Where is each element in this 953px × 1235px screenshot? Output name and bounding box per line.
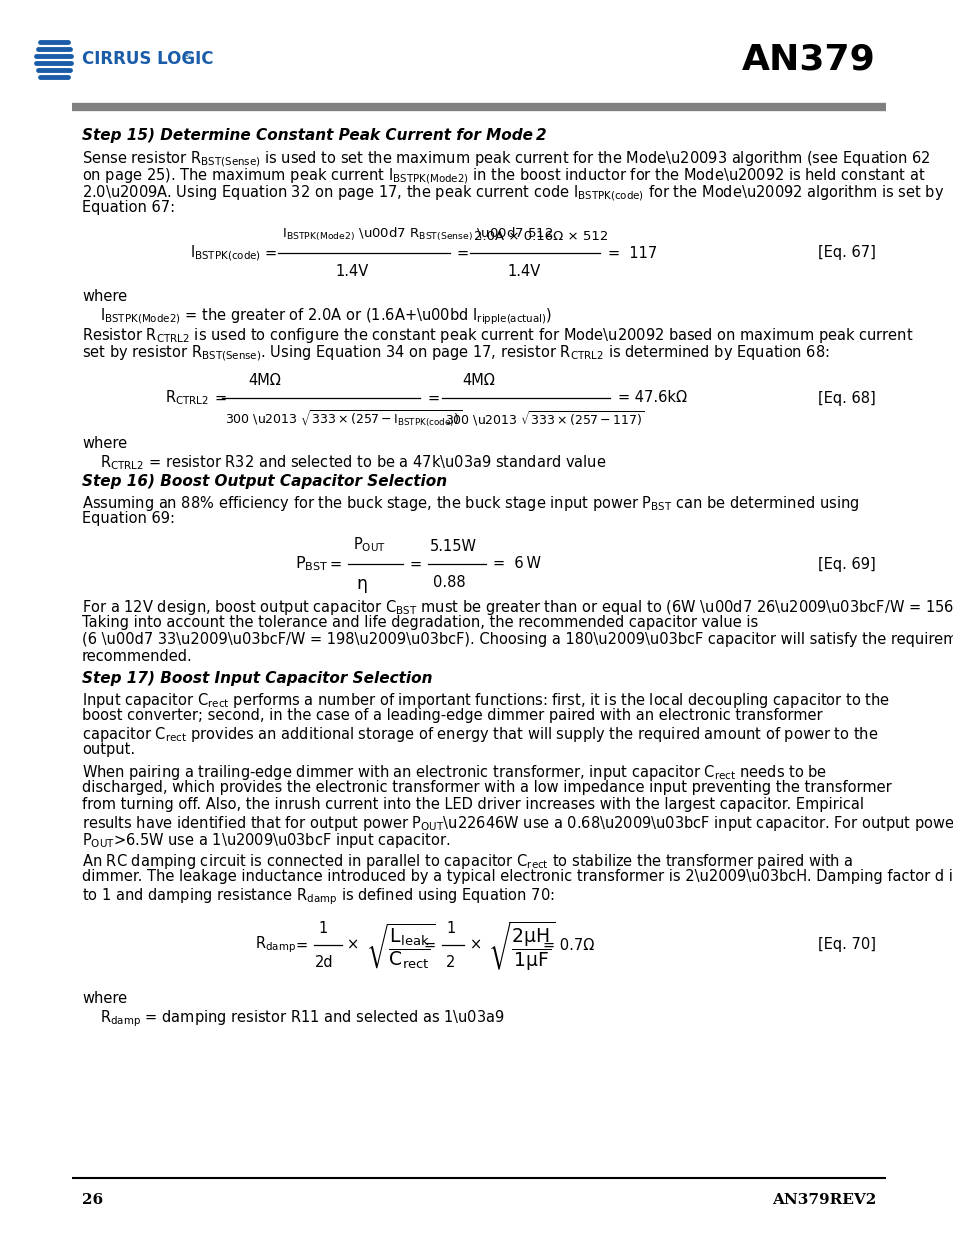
- Text: where: where: [82, 436, 127, 451]
- Text: ×: ×: [347, 937, 359, 952]
- Text: Taking into account the tolerance and life degradation, the recommended capacito: Taking into account the tolerance and li…: [82, 615, 758, 630]
- Text: (6 \u00d7 33\u2009\u03bcF/W = 198\u2009\u03bcF). Choosing a 180\u2009\u03bcF cap: (6 \u00d7 33\u2009\u03bcF/W = 198\u2009\…: [82, 632, 953, 647]
- Text: 1.4V: 1.4V: [506, 264, 539, 279]
- Text: 5.15W: 5.15W: [430, 538, 476, 555]
- Text: P$_{\mathregular{OUT}}$: P$_{\mathregular{OUT}}$: [353, 535, 385, 555]
- Text: AN379: AN379: [741, 42, 875, 77]
- Text: where: where: [82, 289, 127, 304]
- Text: R$_{\mathregular{CTRL2}}$ = resistor R32 and selected to be a 47k\u03a9 standard: R$_{\mathregular{CTRL2}}$ = resistor R32…: [100, 453, 606, 472]
- Text: An RC damping circuit is connected in parallel to capacitor C$_{\mathregular{rec: An RC damping circuit is connected in pa…: [82, 852, 853, 871]
- Text: 2: 2: [446, 955, 455, 969]
- Text: =  6 W: = 6 W: [493, 557, 540, 572]
- Text: results have identified that for output power P$_{\mathregular{OUT}}$\u22646W us: results have identified that for output …: [82, 814, 953, 832]
- Text: =: =: [265, 246, 276, 261]
- Text: boost converter; second, in the case of a leading-edge dimmer paired with an ele: boost converter; second, in the case of …: [82, 708, 821, 722]
- Text: For a 12V design, boost output capacitor C$_{\mathregular{BST}}$ must be greater: For a 12V design, boost output capacitor…: [82, 598, 953, 618]
- Text: Equation 67:: Equation 67:: [82, 200, 175, 215]
- Text: I$_{\mathregular{BSTPK(Mode2)}}$ \u00d7 R$_{\mathregular{BST(Sense)}}$ \u00d7 51: I$_{\mathregular{BSTPK(Mode2)}}$ \u00d7 …: [282, 226, 553, 243]
- Text: $\sqrt{\dfrac{\mathregular{L_{leak}}}{\mathregular{C_{rect}}}}$: $\sqrt{\dfrac{\mathregular{L_{leak}}}{\m…: [366, 921, 435, 971]
- Text: = 0.7Ω: = 0.7Ω: [542, 937, 594, 952]
- Text: $\sqrt{\dfrac{2\mathregular{\mu H}}{1\mathregular{\mu F}}}$: $\sqrt{\dfrac{2\mathregular{\mu H}}{1\ma…: [488, 920, 556, 972]
- Text: =: =: [330, 557, 342, 572]
- Text: η: η: [355, 576, 367, 593]
- Text: Step 15) Determine Constant Peak Current for Mode 2: Step 15) Determine Constant Peak Current…: [82, 128, 546, 143]
- Text: =  117: = 117: [607, 246, 657, 261]
- Text: 1: 1: [446, 921, 455, 936]
- Text: Step 16) Boost Output Capacitor Selection: Step 16) Boost Output Capacitor Selectio…: [82, 474, 447, 489]
- Text: 1.4V: 1.4V: [335, 264, 368, 279]
- Text: =: =: [214, 390, 227, 405]
- Text: =: =: [410, 557, 421, 572]
- Text: 2.0A × 0.16Ω × 512: 2.0A × 0.16Ω × 512: [474, 230, 608, 243]
- Text: discharged, which provides the electronic transformer with a low impedance input: discharged, which provides the electroni…: [82, 781, 891, 795]
- Text: to 1 and damping resistance R$_{\mathregular{damp}}$ is defined using Equation 7: to 1 and damping resistance R$_{\mathreg…: [82, 885, 554, 906]
- Text: I$_{\mathregular{BSTPK(code)}}$: I$_{\mathregular{BSTPK(code)}}$: [190, 243, 260, 263]
- Text: AN379REV2: AN379REV2: [771, 1193, 875, 1207]
- Text: =: =: [456, 246, 469, 261]
- Text: R$_{\mathregular{CTRL2}}$: R$_{\mathregular{CTRL2}}$: [165, 389, 209, 408]
- Text: When pairing a trailing-edge dimmer with an electronic transformer, input capaci: When pairing a trailing-edge dimmer with…: [82, 763, 826, 782]
- Text: 0.88: 0.88: [433, 576, 465, 590]
- Text: 4MΩ: 4MΩ: [248, 373, 280, 388]
- Text: Step 17) Boost Input Capacitor Selection: Step 17) Boost Input Capacitor Selection: [82, 671, 432, 685]
- Text: [Eq. 68]: [Eq. 68]: [818, 390, 875, 405]
- Text: where: where: [82, 990, 127, 1007]
- Text: 1: 1: [317, 921, 327, 936]
- Text: 2.0\u2009A. Using Equation 32 on page 17, the peak current code I$_{\mathregular: 2.0\u2009A. Using Equation 32 on page 17…: [82, 183, 943, 203]
- Text: 4MΩ: 4MΩ: [461, 373, 495, 388]
- Text: =: =: [423, 937, 436, 952]
- Text: [Eq. 69]: [Eq. 69]: [818, 557, 875, 572]
- Text: R$_{\mathregular{damp}}$: R$_{\mathregular{damp}}$: [254, 935, 295, 956]
- Text: from turning off. Also, the inrush current into the LED driver increases with th: from turning off. Also, the inrush curre…: [82, 797, 863, 811]
- Text: on page 25). The maximum peak current I$_{\mathregular{BSTPK(Mode2)}}$ in the bo: on page 25). The maximum peak current I$…: [82, 165, 924, 185]
- Text: 26: 26: [82, 1193, 103, 1207]
- Text: Sense resistor R$_{\mathregular{BST(Sense)}}$ is used to set the maximum peak cu: Sense resistor R$_{\mathregular{BST(Sens…: [82, 149, 930, 169]
- Text: Resistor R$_{\mathregular{CTRL2}}$ is used to configure the constant peak curren: Resistor R$_{\mathregular{CTRL2}}$ is us…: [82, 326, 912, 345]
- Text: 300 \u2013 $\sqrt{\mathregular{333 \times (257 - I_{BSTPK(code)})}}$: 300 \u2013 $\sqrt{\mathregular{333 \time…: [225, 409, 461, 430]
- Text: [Eq. 70]: [Eq. 70]: [817, 937, 875, 952]
- Text: P$_{\mathregular{OUT}}$>6.5W use a 1\u2009\u03bcF input capacitor.: P$_{\mathregular{OUT}}$>6.5W use a 1\u20…: [82, 831, 451, 850]
- Text: recommended.: recommended.: [82, 650, 193, 664]
- Text: ×: ×: [470, 937, 482, 952]
- Text: CIRRUS LOGIC: CIRRUS LOGIC: [82, 49, 213, 68]
- Text: Assuming an 88% efficiency for the buck stage, the buck stage input power P$_{\m: Assuming an 88% efficiency for the buck …: [82, 494, 859, 513]
- Text: [Eq. 67]: [Eq. 67]: [818, 246, 875, 261]
- Text: P$_{\mathregular{BST}}$: P$_{\mathregular{BST}}$: [294, 555, 328, 573]
- Text: set by resistor R$_{\mathregular{BST(Sense)}}$. Using Equation 34 on page 17, re: set by resistor R$_{\mathregular{BST(Sen…: [82, 343, 829, 363]
- Text: capacitor C$_{\mathregular{rect}}$ provides an additional storage of energy that: capacitor C$_{\mathregular{rect}}$ provi…: [82, 725, 878, 743]
- Text: = 47.6kΩ: = 47.6kΩ: [618, 390, 686, 405]
- Text: Input capacitor C$_{\mathregular{rect}}$ performs a number of important function: Input capacitor C$_{\mathregular{rect}}$…: [82, 692, 889, 710]
- Text: I$_{\mathregular{BSTPK(Mode2)}}$ = the greater of 2.0A or (1.6A+\u00bd I$_{\math: I$_{\mathregular{BSTPK(Mode2)}}$ = the g…: [100, 306, 552, 326]
- Text: =: =: [295, 937, 308, 952]
- Text: Equation 69:: Equation 69:: [82, 511, 174, 526]
- Text: =: =: [428, 390, 439, 405]
- Text: 2d: 2d: [314, 955, 334, 969]
- Text: ®: ®: [182, 51, 192, 61]
- Text: R$_{\mathregular{damp}}$ = damping resistor R11 and selected as 1\u03a9: R$_{\mathregular{damp}}$ = damping resis…: [100, 1008, 504, 1029]
- Text: dimmer. The leakage inductance introduced by a typical electronic transformer is: dimmer. The leakage inductance introduce…: [82, 869, 953, 884]
- Text: output.: output.: [82, 742, 135, 757]
- Text: 300 \u2013 $\sqrt{\mathregular{333 \times (257 - 117)}}$: 300 \u2013 $\sqrt{\mathregular{333 \time…: [444, 409, 644, 427]
